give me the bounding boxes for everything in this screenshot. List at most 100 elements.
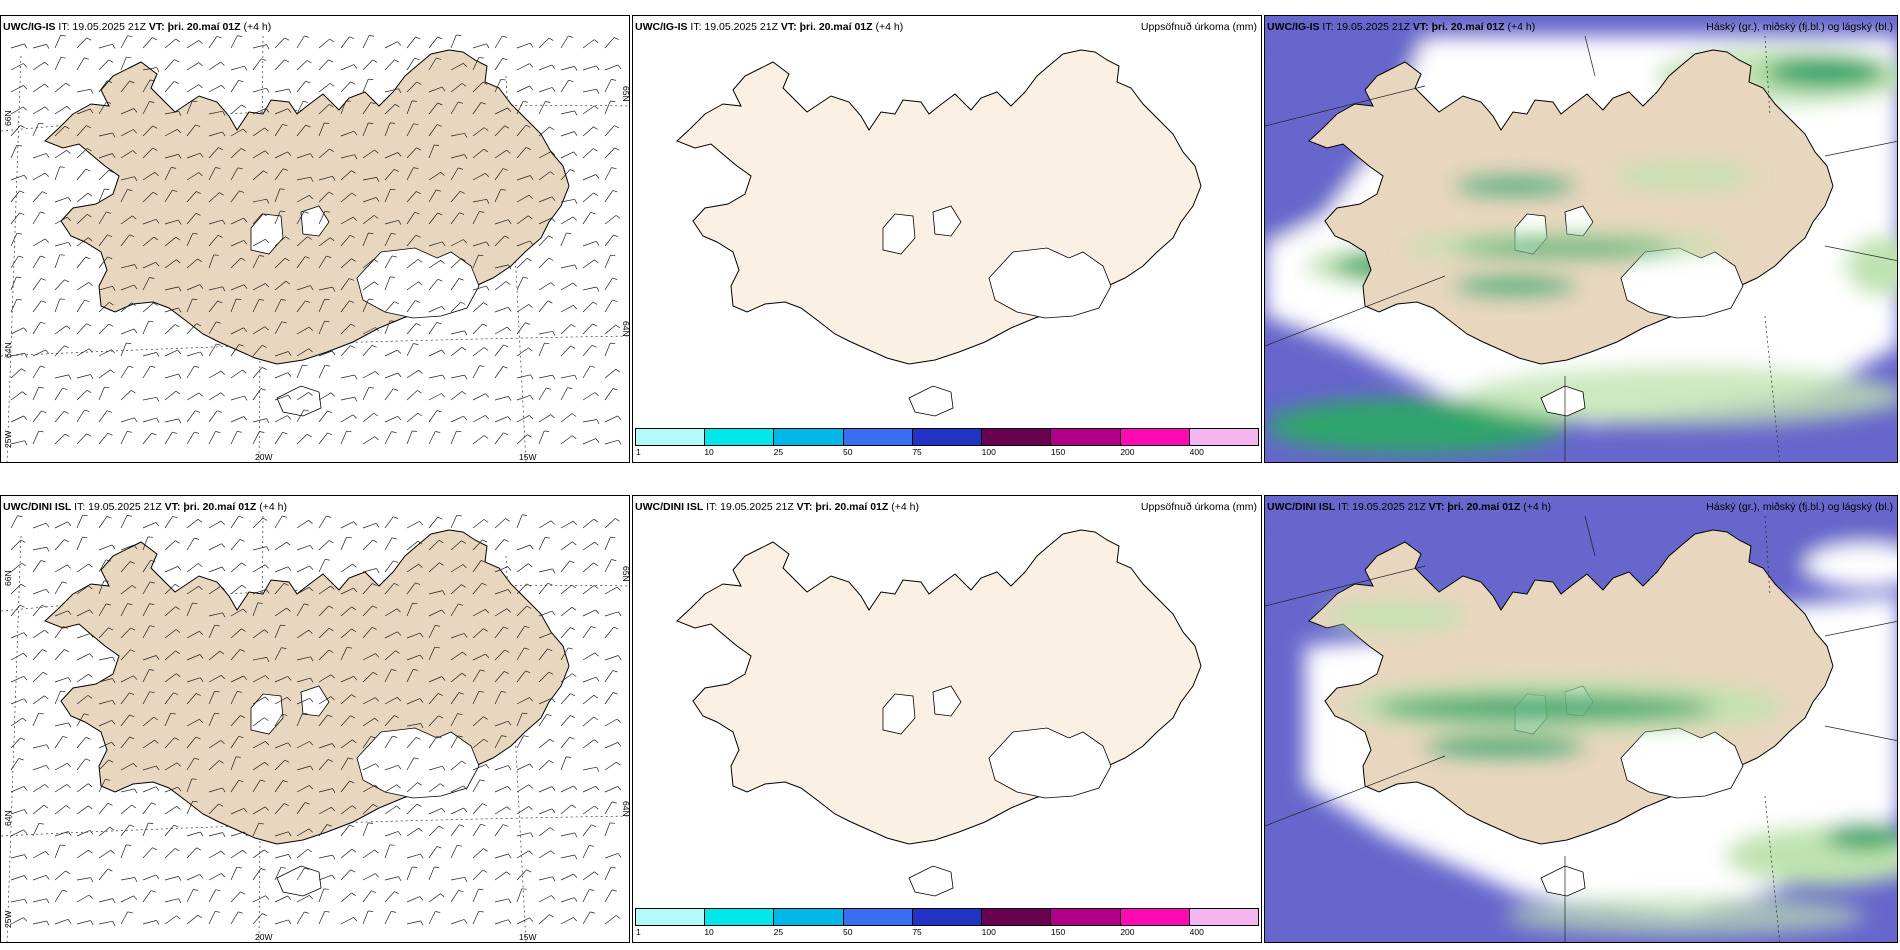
wind-barb-flag <box>218 803 224 807</box>
wind-barb <box>494 566 509 573</box>
wind-barb-flag <box>194 365 200 368</box>
wind-barb <box>450 651 463 661</box>
wind-barb-flag <box>529 85 534 91</box>
wind-barb <box>582 824 592 837</box>
wind-barb-flag <box>545 101 551 103</box>
wind-barb <box>450 154 465 159</box>
wind-barb <box>54 805 67 815</box>
wind-barb <box>516 784 530 793</box>
wind-barb <box>32 823 40 837</box>
wind-barb <box>538 568 553 573</box>
wind-barb-flag <box>40 365 46 368</box>
cloud-map-panel-2: UWC/DINI ISL IT: 19.05.2025 21Z VT: þri.… <box>1264 495 1898 943</box>
glacier <box>908 385 954 417</box>
wind-barb-flag <box>416 323 421 326</box>
wind-barb <box>296 713 303 727</box>
cloud-map-panel-1: UWC/IG-IS IT: 19.05.2025 21Z VT: þri. 20… <box>1264 15 1898 463</box>
wind-barb-flag <box>331 807 336 812</box>
wind-barb-flag <box>460 301 466 305</box>
wind-barb <box>538 126 550 137</box>
wind-barb <box>516 277 524 291</box>
wind-barb-flag <box>44 695 49 700</box>
wind-barb <box>582 301 594 313</box>
wind-barb <box>54 345 65 357</box>
wind-barb <box>516 917 530 925</box>
wind-barb-flag <box>544 537 551 539</box>
wind-barb-flag <box>416 81 422 85</box>
wind-barb-flag <box>419 521 424 526</box>
lon-label-20w: 20W <box>255 452 273 462</box>
wind-barb-flag <box>594 805 599 810</box>
wind-barb-flag <box>529 763 534 768</box>
wind-barb <box>274 432 283 445</box>
wind-barb-flag <box>397 831 402 836</box>
wind-barb <box>516 888 523 903</box>
wind-barb <box>164 154 179 159</box>
wind-barb-flag <box>442 374 446 380</box>
wind-barb <box>406 521 420 529</box>
wind-barb <box>10 85 24 93</box>
wind-barb-flag <box>45 765 50 770</box>
wind-barb <box>472 628 484 639</box>
wind-barb <box>560 435 573 445</box>
wind-barb <box>120 390 132 401</box>
wind-barb <box>560 673 573 683</box>
wind-barb <box>406 737 417 749</box>
wind-barb <box>54 649 65 661</box>
wind-barb-flag <box>125 844 132 846</box>
wind-barb <box>10 698 25 705</box>
wind-barb <box>362 822 369 837</box>
wind-barb <box>274 713 283 727</box>
wind-barb-flag <box>129 692 135 696</box>
wind-barb <box>538 257 550 269</box>
wind-barb <box>76 758 86 771</box>
wind-barb-flag <box>127 603 133 605</box>
wind-barb <box>186 431 195 445</box>
wind-barb-flag <box>393 582 399 586</box>
wind-barb <box>252 602 259 617</box>
wind-barb-flag <box>442 590 446 596</box>
wind-barb <box>604 299 613 313</box>
wind-barb <box>120 365 129 379</box>
wind-barb-flag <box>351 192 357 197</box>
wind-barb <box>582 562 594 573</box>
wind-barb <box>538 850 552 859</box>
wind-barb <box>560 541 573 551</box>
wind-barb-flag <box>237 35 243 37</box>
wind-barb-flag <box>266 546 270 552</box>
wind-barb <box>384 631 398 639</box>
wind-barb <box>516 583 527 595</box>
wind-barb <box>208 889 217 903</box>
wind-barb-flag <box>483 628 488 632</box>
wind-barb <box>274 188 281 203</box>
wind-barb-flag <box>241 584 247 589</box>
wind-barb-flag <box>307 236 312 240</box>
wind-barb <box>362 697 376 705</box>
wind-barb-flag <box>595 676 600 682</box>
wind-barb <box>98 678 113 683</box>
wind-barb-flag <box>420 853 424 859</box>
wind-barb-flag <box>63 626 69 629</box>
precip-map <box>676 529 1202 897</box>
wind-barb <box>186 323 197 335</box>
wind-barb <box>208 431 216 445</box>
wind-barb <box>208 911 216 925</box>
wind-barb-flag <box>239 649 245 652</box>
wind-barb-flag <box>24 854 28 860</box>
wind-barb-flag <box>441 86 446 92</box>
wind-barb <box>340 258 352 269</box>
wind-barb-flag <box>503 432 509 435</box>
wind-barb <box>560 897 575 903</box>
wind-barb <box>362 539 374 551</box>
wind-barb-flag <box>437 102 443 106</box>
wind-barb-flag <box>127 189 133 191</box>
wind-barb-flag <box>547 582 553 586</box>
wind-barb-flag <box>308 392 313 396</box>
wind-barb-flag <box>526 258 532 262</box>
wind-barb <box>604 368 617 379</box>
wind-barb-flag <box>40 255 46 258</box>
wind-barb-flag <box>441 349 446 355</box>
wind-barb-flag <box>64 125 70 130</box>
wind-barb <box>252 564 266 573</box>
wind-barb <box>560 873 574 881</box>
